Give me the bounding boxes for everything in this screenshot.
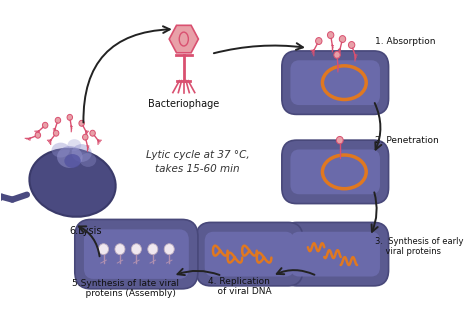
FancyBboxPatch shape: [205, 232, 294, 277]
FancyBboxPatch shape: [196, 222, 303, 286]
Circle shape: [339, 35, 346, 42]
Circle shape: [79, 120, 84, 126]
Circle shape: [148, 244, 158, 255]
FancyBboxPatch shape: [282, 140, 389, 203]
Circle shape: [131, 244, 141, 255]
Text: 4. Replication
    of viral DNA: 4. Replication of viral DNA: [206, 277, 271, 296]
Text: 5.Synthesis of late viral
    proteins (Assembly): 5.Synthesis of late viral proteins (Asse…: [72, 279, 179, 298]
FancyBboxPatch shape: [282, 51, 389, 114]
Circle shape: [99, 244, 109, 255]
Circle shape: [43, 122, 48, 128]
Ellipse shape: [67, 139, 81, 151]
Circle shape: [316, 38, 322, 45]
Circle shape: [337, 137, 343, 144]
Circle shape: [35, 132, 41, 138]
Circle shape: [55, 117, 61, 123]
FancyBboxPatch shape: [75, 219, 198, 289]
Circle shape: [67, 114, 73, 120]
Circle shape: [348, 41, 355, 48]
Circle shape: [164, 244, 174, 255]
Polygon shape: [169, 25, 199, 53]
Ellipse shape: [80, 153, 96, 167]
Circle shape: [54, 130, 59, 136]
Ellipse shape: [72, 144, 91, 162]
Text: 2. Penetration: 2. Penetration: [375, 136, 439, 145]
FancyBboxPatch shape: [291, 149, 380, 194]
Text: Bacteriophage: Bacteriophage: [148, 99, 219, 109]
Circle shape: [334, 51, 340, 58]
Circle shape: [115, 244, 125, 255]
Ellipse shape: [29, 149, 116, 217]
Ellipse shape: [57, 146, 82, 168]
Text: Lytic cycle at 37 °C,
takes 15-60 min: Lytic cycle at 37 °C, takes 15-60 min: [146, 150, 249, 174]
FancyBboxPatch shape: [291, 60, 380, 105]
Ellipse shape: [64, 154, 81, 168]
Circle shape: [90, 130, 95, 136]
FancyBboxPatch shape: [84, 229, 189, 279]
Text: 1. Absorption: 1. Absorption: [375, 36, 436, 46]
Circle shape: [328, 32, 334, 39]
FancyBboxPatch shape: [291, 232, 380, 277]
Text: 3.  Synthesis of early
    viral proteins: 3. Synthesis of early viral proteins: [375, 236, 464, 256]
Ellipse shape: [52, 143, 70, 158]
Text: 6.Lysis: 6.Lysis: [70, 226, 102, 236]
Circle shape: [82, 134, 88, 140]
FancyBboxPatch shape: [282, 222, 389, 286]
